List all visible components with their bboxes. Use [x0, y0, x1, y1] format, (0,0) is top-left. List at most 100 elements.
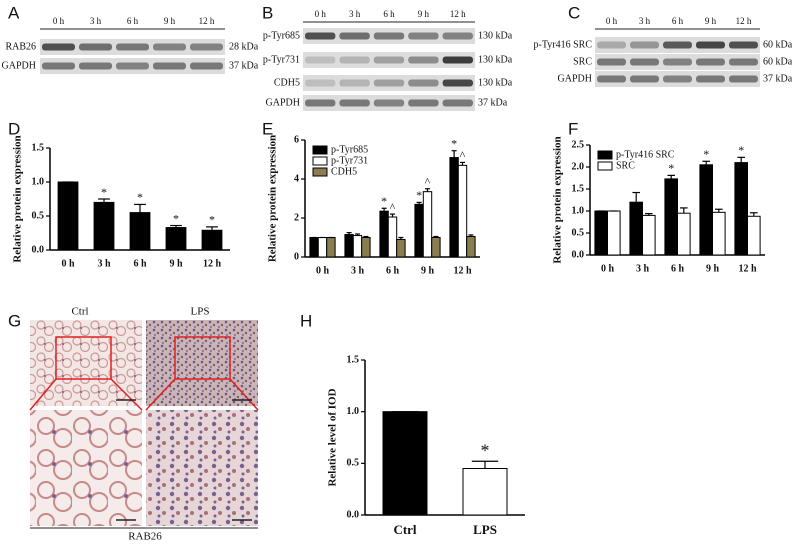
x-tick-label: Ctrl [393, 522, 416, 537]
blot-band [408, 32, 439, 40]
legend-swatch [597, 161, 613, 171]
x-tick-label: 9 h [706, 263, 720, 274]
bar [326, 237, 336, 258]
y-axis-label: Relative protein expression [12, 135, 24, 262]
blot-band [630, 75, 659, 83]
y-tick-label: 0.5 [347, 458, 360, 469]
legend-label: p-Tyr731 [331, 155, 368, 166]
blot-band [630, 41, 659, 49]
bar [422, 191, 433, 258]
x-tick-label: 6 h [671, 263, 685, 274]
blot-band [442, 32, 473, 40]
legend-label: SRC [616, 160, 635, 171]
x-tick-label: 12 h [203, 258, 222, 269]
blot-band [696, 41, 725, 49]
bar [361, 237, 371, 258]
y-tick-label: 1.5 [32, 142, 45, 153]
significance-marker: * [451, 136, 457, 150]
blot-band [116, 43, 149, 51]
blot-band [729, 41, 758, 49]
row-label: p-Tyr416 SRC [534, 39, 593, 50]
bar [396, 238, 406, 258]
blot-band [630, 58, 659, 66]
legend-label: CDH5 [331, 166, 357, 177]
lane-label: 12 h [199, 16, 215, 26]
x-tick-label: 12 h [453, 265, 472, 276]
blot-band [373, 32, 405, 40]
blot-band [116, 62, 149, 70]
blot-band [408, 79, 439, 87]
x-tick-label: 12 h [738, 263, 757, 274]
panel-letter: C [568, 3, 580, 22]
bar [309, 237, 319, 258]
y-axis-label: Relative protein expression [267, 135, 279, 262]
lane-label: 0 h [606, 16, 618, 26]
y-tick-label: 4 [294, 173, 299, 184]
row-label: GAPDH [266, 97, 300, 108]
lane-label: 6 h [383, 9, 395, 19]
blot-band [305, 99, 336, 107]
blot-band [305, 32, 336, 40]
row-label: GAPDH [2, 60, 36, 71]
size-label: 130 kDa [478, 54, 513, 65]
bar [457, 164, 468, 258]
y-tick-label: 6 [294, 134, 299, 145]
bar [699, 164, 714, 256]
y-tick-label: 0.0 [347, 509, 360, 520]
significance-marker: * [137, 190, 143, 204]
lane-label: 6 h [127, 16, 139, 26]
legend-label: p-Tyr685 [331, 144, 368, 155]
y-tick-label: 0.0 [572, 249, 585, 260]
x-tick-label: 9 h [169, 258, 183, 269]
panel-letter: F [568, 119, 578, 138]
blot-band [373, 79, 405, 87]
bar [414, 203, 424, 258]
x-tick-label: 0 h [601, 263, 615, 274]
blot-band [42, 43, 75, 51]
bar [431, 237, 441, 258]
significance-marker: * [209, 213, 215, 227]
row-label: CDH5 [274, 77, 300, 88]
legend-swatch [312, 145, 328, 155]
x-tick-label: 6 h [133, 258, 147, 269]
blot-band [597, 58, 626, 66]
blot-band [373, 99, 405, 107]
legend-swatch [597, 150, 613, 160]
zoom-line [145, 378, 176, 411]
y-tick-label: 2 [294, 212, 299, 223]
significance-marker: ^ [425, 175, 431, 189]
bar [317, 237, 328, 258]
significance-marker: ^ [460, 148, 466, 162]
bar [747, 215, 761, 256]
zoom-line [110, 378, 143, 411]
panel-letter: G [8, 311, 21, 330]
bar [594, 210, 609, 256]
lane-label: 12 h [450, 9, 466, 19]
blot-band [696, 75, 725, 83]
legend-swatch [312, 156, 328, 166]
significance-marker: * [738, 143, 744, 157]
bar [57, 181, 79, 251]
y-axis-label: Relative level of IOD [327, 388, 339, 486]
row-label: RAB26 [5, 41, 36, 52]
blot-band [373, 56, 405, 64]
bar [201, 229, 223, 251]
lane-label: 3 h [639, 16, 651, 26]
blot-band [442, 99, 473, 107]
blot-band [663, 58, 692, 66]
lps-image [146, 320, 258, 406]
y-tick-label: 0 [294, 251, 299, 262]
lane-label: 3 h [90, 16, 102, 26]
panel-letter: B [262, 3, 273, 22]
size-label: 60 kDa [763, 56, 793, 67]
size-label: 37 kDa [478, 97, 508, 108]
y-tick-label: 1.0 [572, 205, 585, 216]
blot-band [339, 79, 370, 87]
bar [607, 210, 621, 256]
bar [629, 201, 644, 256]
zoom-box [174, 336, 231, 380]
significance-marker: * [381, 194, 387, 208]
stain-label: RAB26 [128, 531, 162, 543]
bar [449, 157, 459, 258]
